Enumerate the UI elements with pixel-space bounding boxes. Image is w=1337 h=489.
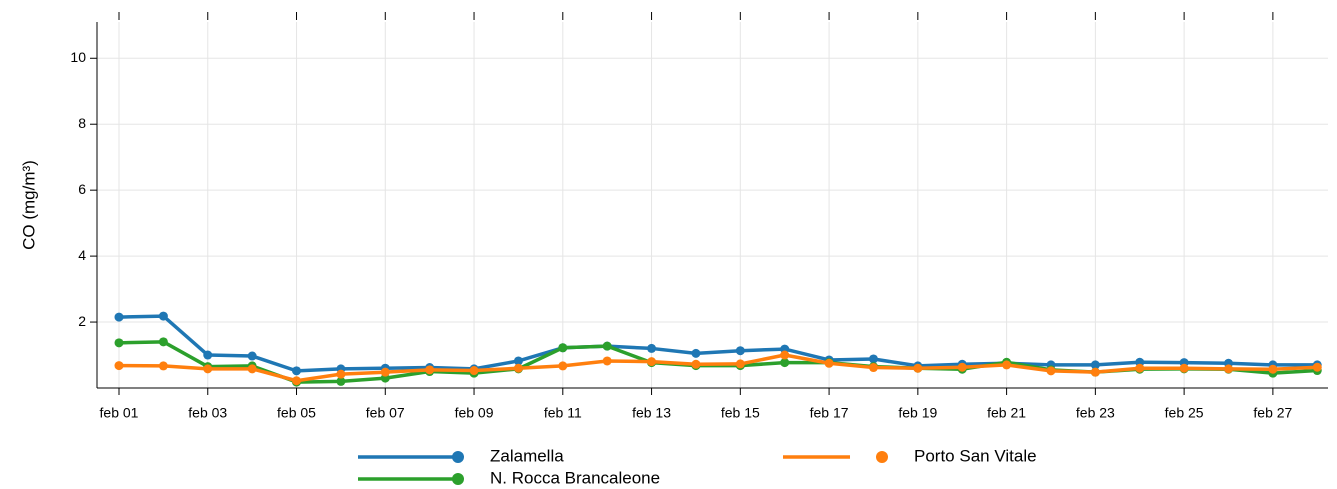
data-point	[158, 361, 168, 371]
data-point	[292, 376, 302, 386]
legend-marker	[452, 451, 464, 463]
legend-marker	[876, 451, 888, 463]
y-tick-label: 8	[78, 115, 86, 131]
data-point	[114, 361, 124, 371]
x-tick-label: feb 25	[1165, 405, 1204, 421]
data-point	[691, 359, 701, 369]
series-line	[118, 353, 1318, 383]
y-axis-label: CO (mg/m³)	[19, 160, 38, 250]
data-point	[158, 311, 168, 321]
x-tick-label: feb 07	[366, 405, 405, 421]
data-point	[469, 366, 479, 376]
x-tick-label: feb 23	[1076, 405, 1115, 421]
data-point	[247, 351, 257, 361]
x-tick-label: feb 09	[455, 405, 494, 421]
legend-label: N. Rocca Brancaleone	[490, 468, 660, 487]
x-tick-label: feb 15	[721, 405, 760, 421]
y-tick-label: 2	[78, 313, 86, 329]
data-point	[1224, 364, 1233, 374]
data-point	[735, 346, 745, 356]
x-tick-label: feb 19	[898, 405, 937, 421]
data-point	[380, 367, 390, 377]
data-point	[1312, 362, 1322, 372]
data-point	[513, 363, 523, 373]
data-point	[780, 350, 790, 360]
data-point	[913, 363, 923, 373]
data-point	[336, 376, 346, 386]
data-point	[602, 341, 612, 351]
y-tick-label: 6	[78, 181, 86, 197]
series-line	[118, 314, 1318, 373]
data-point	[558, 361, 568, 371]
data-point	[868, 354, 878, 364]
data-point	[336, 369, 346, 379]
data-point	[114, 338, 124, 348]
y-tick-label: 4	[78, 247, 86, 263]
x-tick-label: feb 05	[277, 405, 316, 421]
data-point	[824, 358, 834, 368]
x-tick-label: feb 17	[810, 405, 849, 421]
data-point	[780, 358, 790, 368]
data-point	[425, 365, 435, 375]
legend-label: Zalamella	[490, 446, 564, 465]
x-tick-label: feb 03	[188, 405, 227, 421]
data-point	[1090, 360, 1100, 370]
data-point	[957, 362, 967, 372]
data-point	[1135, 363, 1145, 373]
data-point	[247, 364, 257, 374]
y-tick-label: 10	[70, 49, 86, 65]
legend-label: Porto San Vitale	[914, 446, 1037, 465]
x-tick-label: feb 01	[100, 405, 139, 421]
data-point	[292, 366, 302, 376]
data-point	[868, 363, 878, 373]
data-point	[1046, 366, 1056, 376]
data-point	[158, 337, 168, 347]
x-tick-label: feb 11	[544, 405, 582, 421]
data-point	[558, 343, 568, 353]
data-point	[114, 312, 124, 322]
x-tick-label: feb 21	[987, 405, 1026, 421]
data-point	[203, 350, 213, 360]
x-tick-label: feb 27	[1253, 405, 1292, 421]
data-point	[735, 359, 745, 369]
data-point	[513, 356, 523, 366]
legend-marker	[452, 473, 464, 485]
data-point	[1179, 363, 1189, 373]
x-tick-label: feb 13	[632, 405, 671, 421]
data-point	[647, 343, 657, 353]
data-point	[691, 348, 701, 358]
data-point	[1090, 367, 1100, 377]
data-point	[1268, 364, 1278, 374]
data-point	[1002, 360, 1012, 370]
data-point	[203, 364, 213, 374]
data-point	[647, 357, 657, 367]
data-point	[602, 356, 612, 366]
